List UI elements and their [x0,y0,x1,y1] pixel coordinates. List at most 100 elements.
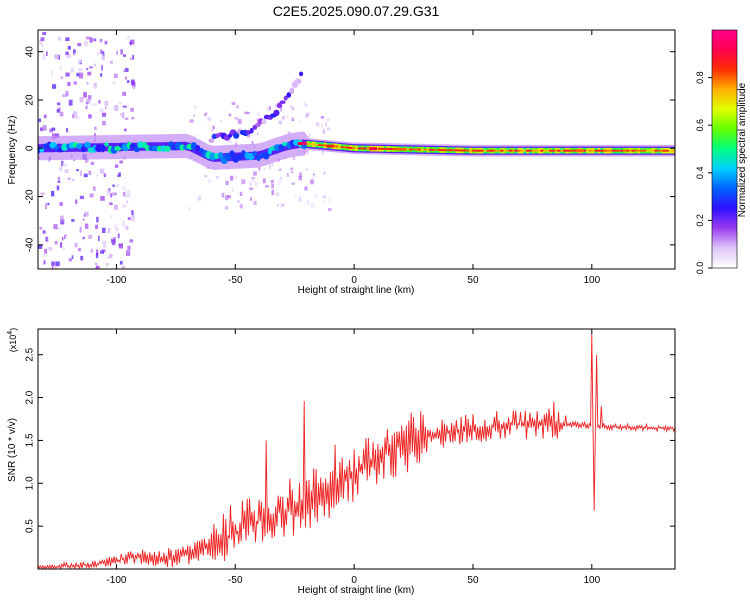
heatmap-noise-cell [130,107,134,112]
heatmap-noise-cell [321,123,323,128]
snr-line-layer [38,333,675,569]
heatmap-noise-cell [197,196,201,201]
heatmap-noise-cell [235,142,238,146]
heatmap-blob [278,144,285,151]
heatmap-ridge-peak [660,149,664,152]
heatmap-noise-cell [122,112,125,119]
heatmap-ridge-peak [657,149,661,152]
heatmap-noise-cell [66,127,69,133]
heatmap-ridge-peak [663,149,667,152]
heatmap-ridge-peak [472,149,476,152]
heatmap-noise-cell [114,223,117,230]
heatmap-noise-cell [304,168,309,171]
heatmap-noise-cell [307,151,309,155]
heatmap-branch-blob [249,127,254,134]
heatmap-noise-cell [96,173,98,177]
heatmap-ridge-peak [520,149,525,152]
heatmap-ridge-peak [346,146,351,149]
heatmap-ridge-peak [671,149,675,152]
heatmap-noise-cell [97,52,99,56]
heatmap-noise-cell [90,248,93,253]
heatmap-noise-cell [59,65,62,72]
heatmap-ridge-peak [423,148,428,151]
heatmap-noise-cell [268,164,271,170]
heatmap-noise-cell [57,36,62,41]
heatmap-noise-cell [43,253,46,257]
heatmap-noise-cell [315,122,320,127]
heatmap-noise-cell [258,167,261,171]
heatmap-ridge-peak [417,148,422,151]
heatmap-noise-cell [294,193,297,197]
heatmap-noise-cell [122,186,126,191]
heatmap-noise-cell [314,194,318,199]
heatmap-noise-cell [68,99,73,106]
heatmap-noise-cell [65,90,69,97]
heatmap-ridge-peak [531,149,536,152]
heatmap-noise-cell [101,240,107,245]
heatmap-hotspot [297,142,306,145]
heatmap-ridge-peak [466,149,470,152]
heatmap-ridge-peak [526,149,530,152]
heatmap-noise-cell [132,86,135,90]
heatmap-noise-cell [231,102,236,105]
heatmap-blob [195,145,201,152]
heatmap-ridge-peak [534,149,539,152]
heatmap-ridge-peak [606,149,610,152]
heatmap-noise-cell [95,224,99,229]
heatmap-noise-cell [92,186,96,191]
heatmap-ridge-peak [415,148,419,151]
heatmap-blob [252,151,257,157]
heatmap-noise-cell [270,180,274,184]
heatmap-noise-cell [237,118,242,124]
heatmap-noise-cell [73,81,77,85]
heatmap-ridge-peak [666,149,670,152]
heatmap-noise-cell [116,50,118,55]
heatmap-noise-cell [60,76,64,79]
heatmap-noise-cell [72,114,75,118]
heatmap-noise-cell [227,195,231,199]
heatmap-noise-cell [289,105,293,108]
heatmap-ridge-peak [432,148,436,151]
heatmap-noise-cell [86,36,90,40]
heatmap-noise-cell [234,117,238,120]
heatmap-noise-cell [193,105,197,109]
snr-plot-background [38,329,675,569]
heatmap-noise-cell [271,163,273,167]
heatmap-noise-cell [312,175,315,180]
heatmap-ridge-peak [483,149,487,152]
heatmap-noise-cell [231,188,234,192]
heatmap-noise-cell [282,116,285,120]
heatmap-noise-cell [292,156,296,160]
heatmap-ridge-peak [457,149,462,152]
colorbar-tick-label: 0.2 [695,214,705,227]
heatmap-noise-cell [71,255,74,260]
heatmap-noise-cell [118,243,123,249]
heatmap-noise-cell [59,202,63,206]
heatmap-noise-cell [228,113,232,117]
heatmap-ridge-peak [443,149,448,152]
heatmap-ridge-peak [540,149,545,152]
heatmap-ridge-peak [434,148,439,151]
heatmap-noise-cell [53,224,58,230]
snr-x-tick-label: 100 [583,575,600,586]
heatmap-noise-cell [102,51,105,57]
heatmap-noise-cell [51,127,56,131]
heatmap-noise-cell [55,133,60,138]
heatmap-noise-cell [306,199,309,205]
heatmap-noise-cell [71,219,75,222]
heatmap-ridge-peak [611,149,616,152]
heatmap-noise-cell [228,140,233,144]
heatmap-noise-cell [299,172,302,178]
heatmap-ridge-peak [340,146,345,149]
heatmap-noise-cell [61,160,64,167]
heatmap-noise-cell [325,122,328,127]
heatmap-noise-cell [326,118,331,121]
heatmap-noise-cell [41,44,44,48]
heatmap-noise-cell [84,40,88,47]
heatmap-noise-cell [94,83,97,86]
heatmap-noise-cell [188,206,191,210]
heatmap-noise-cell [239,191,243,196]
heatmap-ridge-peak [386,147,390,150]
heatmap-noise-cell [130,39,135,45]
